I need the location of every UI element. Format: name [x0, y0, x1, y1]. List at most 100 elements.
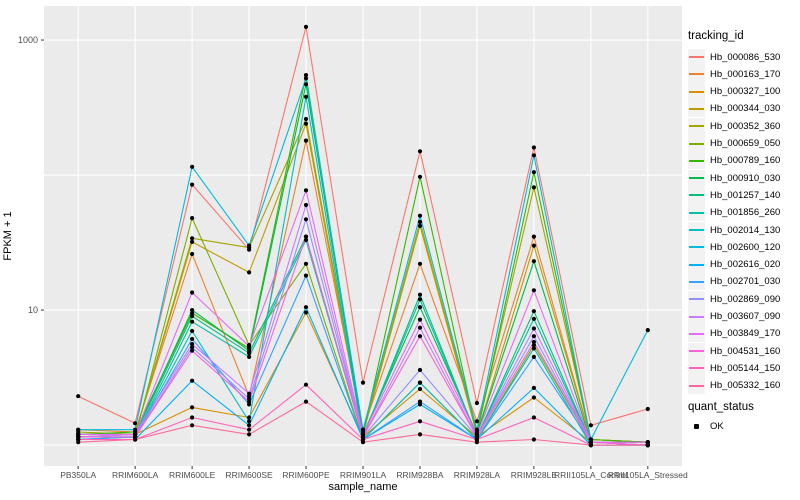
data-point — [474, 427, 479, 432]
legend-item-label: Hb_000789_160 — [710, 155, 781, 167]
legend-key-line — [689, 315, 704, 318]
data-point — [247, 354, 252, 359]
legend-item-Hb_003607_090: Hb_003607_090 — [688, 308, 780, 325]
x-axis-title: sample_name — [328, 481, 398, 493]
legend-item-Hb_005144_150: Hb_005144_150 — [688, 359, 780, 377]
data-point — [247, 415, 252, 420]
data-point — [247, 351, 252, 356]
data-point — [303, 94, 309, 99]
data-point — [190, 251, 195, 257]
legend-key-swatch — [688, 377, 705, 395]
legend-item-Hb_002701_030: Hb_002701_030 — [688, 273, 780, 291]
legend-key-swatch — [688, 342, 705, 360]
legend-item-Hb_003849_170: Hb_003849_170 — [688, 325, 780, 343]
legend-key-line — [689, 367, 704, 370]
data-point — [474, 440, 479, 445]
data-point — [303, 234, 309, 239]
data-point — [303, 382, 309, 387]
data-point — [247, 243, 252, 248]
legend-item-Hb_002616_020: Hb_002616_020 — [688, 256, 780, 274]
legend-key-line — [689, 90, 704, 93]
legend-key-line — [689, 73, 704, 76]
data-point — [360, 440, 366, 445]
legend-title-tracking-id: tracking_id — [688, 30, 744, 42]
legend-key-line — [689, 211, 704, 214]
legend-key-swatch — [688, 152, 705, 170]
legend-key-swatch — [688, 238, 705, 256]
legend-item-Hb_002869_090: Hb_002869_090 — [688, 290, 781, 308]
data-point — [531, 259, 537, 264]
data-point — [190, 378, 195, 383]
data-point — [531, 346, 537, 351]
data-point — [190, 308, 195, 313]
data-point — [531, 415, 537, 420]
data-point — [303, 73, 309, 78]
legend-item-label: Hb_000344_030 — [710, 103, 781, 115]
legend-key-swatch — [688, 204, 705, 222]
x-tick-label: RRIM901LA — [340, 470, 387, 480]
x-tick-label: RRIM600SE — [225, 470, 273, 480]
data-point — [190, 342, 195, 347]
legend-item-label: Hb_001856_260 — [710, 207, 781, 219]
data-point — [417, 317, 423, 322]
legend-item-Hb_001257_140: Hb_001257_140 — [688, 186, 780, 204]
data-point — [531, 326, 537, 331]
legend-key-line — [689, 194, 704, 197]
legend-item-Hb_004531_160: Hb_004531_160 — [688, 342, 780, 360]
data-point — [190, 415, 195, 420]
legend-key-line — [689, 263, 704, 266]
data-point — [303, 24, 309, 29]
legend-key-swatch — [688, 308, 705, 325]
x-tick-label: RRIM928LA — [454, 470, 501, 480]
legend-item-quant-OK: OK — [688, 418, 724, 435]
data-point — [247, 344, 252, 349]
legend-item-Hb_000910_030: Hb_000910_030 — [688, 169, 780, 187]
data-point — [645, 443, 650, 448]
legend-key-line — [689, 384, 704, 387]
data-point — [531, 343, 537, 348]
data-point — [417, 297, 423, 302]
data-point — [247, 423, 252, 428]
data-point — [531, 437, 537, 442]
legend-item-label: Hb_002869_090 — [710, 293, 781, 305]
data-point — [247, 399, 252, 404]
data-point — [417, 219, 423, 224]
legend-key-line — [689, 298, 704, 301]
legend-item-Hb_005332_160: Hb_005332_160 — [688, 377, 780, 395]
data-point — [417, 325, 423, 330]
legend-key-swatch — [688, 256, 705, 274]
data-point — [133, 427, 138, 432]
data-point — [417, 386, 423, 392]
legend-key-swatch — [688, 273, 705, 291]
legend-key-swatch — [688, 418, 705, 435]
data-point — [190, 319, 195, 324]
legend-key-swatch — [688, 169, 705, 187]
data-point — [645, 406, 650, 412]
data-point — [190, 290, 195, 295]
x-tick-label: RRIM928LE — [511, 470, 558, 480]
data-point — [531, 153, 537, 158]
data-point — [76, 394, 81, 399]
data-point — [303, 82, 309, 87]
legend-key-line — [689, 159, 704, 162]
data-point — [531, 234, 537, 239]
data-point — [190, 345, 195, 350]
legend-item-label: Hb_002600_120 — [710, 241, 781, 253]
data-point — [417, 174, 423, 179]
data-point — [417, 432, 423, 437]
data-point — [190, 239, 195, 244]
data-point — [417, 399, 423, 404]
legend-item-label: Hb_000327_100 — [710, 86, 781, 98]
data-point — [531, 316, 537, 321]
legend-key-swatch — [688, 83, 705, 101]
x-tick-label: RRIM600PE — [282, 470, 330, 480]
data-point — [588, 440, 594, 445]
data-point — [190, 182, 195, 187]
data-point — [531, 385, 537, 390]
data-point — [645, 440, 650, 445]
x-tick-label: RRIM600LE — [169, 470, 216, 480]
data-point — [303, 202, 309, 208]
data-point — [417, 367, 423, 373]
legend-item-Hb_000086_530: Hb_000086_530 — [688, 48, 780, 66]
legend-item-Hb_000789_160: Hb_000789_160 — [688, 152, 781, 170]
